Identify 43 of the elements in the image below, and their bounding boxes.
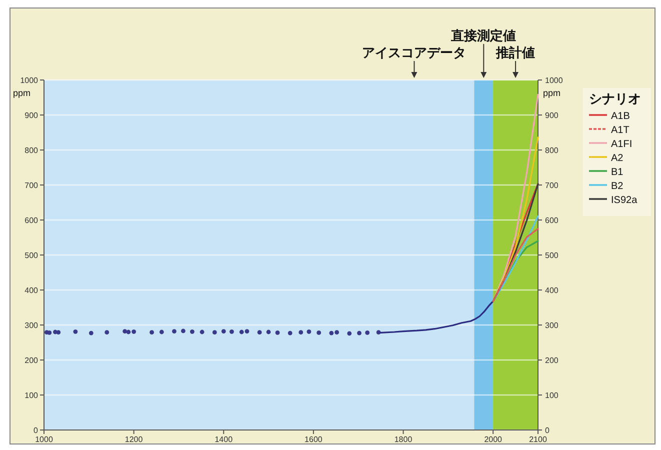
y2-tick-label: 300 bbox=[545, 321, 559, 330]
legend-title: シナリオ bbox=[589, 91, 641, 106]
band-label: 直接測定値 bbox=[450, 28, 516, 43]
y-tick-label: 900 bbox=[24, 111, 39, 120]
y-tick-label: 300 bbox=[24, 321, 39, 330]
y2-tick-label: 100 bbox=[545, 391, 559, 400]
x-tick-label: 1800 bbox=[394, 435, 413, 444]
y-tick-label: 100 bbox=[24, 391, 39, 400]
x-tick-label: 1400 bbox=[214, 435, 234, 444]
y-axis-title: ppm bbox=[13, 88, 31, 98]
x-tick-label: 1600 bbox=[304, 435, 323, 444]
x-tick-label: 1200 bbox=[124, 435, 144, 444]
x-tick-label: 2000 bbox=[484, 435, 503, 444]
band-label: 推計値 bbox=[495, 45, 536, 60]
line-series bbox=[492, 94, 539, 302]
y-tick-label: 600 bbox=[24, 216, 39, 225]
y-tick-label: 0 bbox=[34, 426, 39, 435]
legend-label: A2 bbox=[611, 153, 624, 164]
legend-label: A1B bbox=[611, 111, 630, 122]
y2-tick-label: 200 bbox=[545, 356, 559, 365]
y-tick-label: 500 bbox=[24, 251, 39, 260]
band-label: アイスコアデータ bbox=[362, 45, 466, 60]
legend-label: B2 bbox=[611, 181, 624, 192]
x-tick-label: 2100 bbox=[529, 435, 548, 444]
y2-tick-label: 800 bbox=[545, 146, 559, 155]
x-tick-label: 1000 bbox=[35, 435, 54, 444]
y-tick-label: 1000 bbox=[20, 76, 39, 85]
y2-axis-title: ppm bbox=[543, 88, 561, 98]
legend-label: A1T bbox=[611, 125, 630, 136]
y-tick-label: 200 bbox=[24, 356, 39, 365]
y-tick-label: 800 bbox=[24, 146, 39, 155]
legend-label: B1 bbox=[611, 167, 624, 178]
y-tick-label: 400 bbox=[24, 286, 39, 295]
y2-tick-label: 400 bbox=[545, 286, 559, 295]
y-tick-label: 700 bbox=[24, 181, 39, 190]
y2-tick-label: 600 bbox=[545, 216, 559, 225]
y2-tick-label: 900 bbox=[545, 111, 559, 120]
legend-label: A1FI bbox=[611, 139, 632, 150]
y2-tick-label: 500 bbox=[545, 251, 559, 260]
y2-tick-label: 0 bbox=[545, 426, 550, 435]
y2-tick-label: 1000 bbox=[545, 76, 564, 85]
y2-tick-label: 700 bbox=[545, 181, 559, 190]
legend-label: IS92a bbox=[611, 195, 638, 206]
